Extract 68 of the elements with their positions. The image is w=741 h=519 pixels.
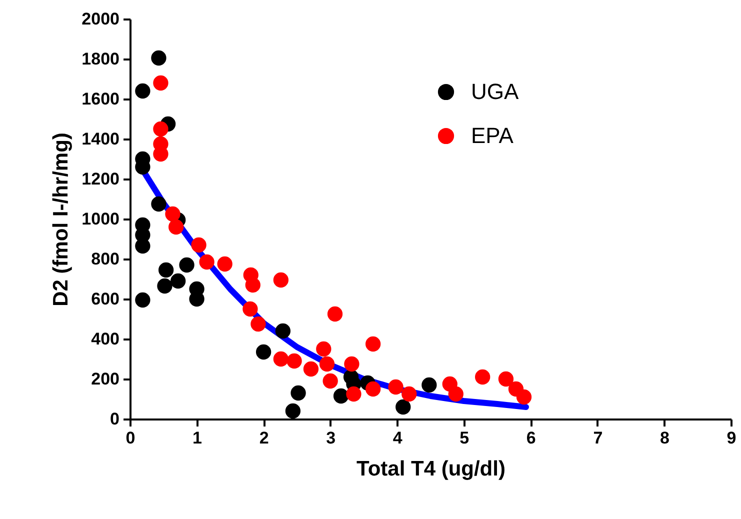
point [319, 356, 335, 372]
x-tick-label: 2 [259, 428, 269, 448]
y-tick-label: 1600 [82, 90, 120, 108]
point [165, 206, 180, 222]
point [250, 316, 266, 332]
point [275, 323, 291, 339]
point [153, 121, 168, 137]
y-tick-label: 0 [110, 410, 120, 428]
point [286, 353, 302, 369]
point [365, 381, 381, 397]
point [396, 399, 411, 415]
point [245, 277, 260, 293]
point [179, 257, 194, 273]
point [388, 379, 404, 395]
point [322, 373, 338, 389]
point [170, 273, 186, 289]
x-tick-label: 8 [660, 428, 670, 448]
y-tick-label: 400 [91, 330, 120, 348]
x-tick-label: 4 [392, 428, 403, 448]
y-tick-label: 200 [91, 370, 120, 388]
point [151, 50, 166, 66]
y-tick-label: 1000 [82, 210, 120, 228]
x-tick-label: 3 [326, 428, 336, 448]
y-tick-label: 800 [91, 250, 120, 268]
point [158, 262, 174, 278]
legend-label: EPA [471, 123, 514, 148]
point [303, 361, 319, 377]
point [217, 256, 232, 272]
point [422, 377, 437, 393]
point [135, 83, 150, 99]
y-tick-label: 2000 [82, 10, 120, 28]
y-tick-label: 1200 [82, 170, 120, 188]
point [168, 219, 184, 235]
point [191, 237, 206, 253]
y-axis-title: D2 (fmol I-/hr/mg) [50, 132, 73, 306]
point [346, 386, 362, 402]
x-tick-label: 6 [526, 428, 536, 448]
point [316, 341, 332, 357]
legend-label: UGA [471, 79, 519, 104]
point [290, 385, 306, 401]
point [327, 306, 343, 322]
point [516, 389, 532, 405]
y-tick-label: 1400 [82, 130, 120, 148]
x-tick-label: 5 [460, 428, 470, 448]
point [365, 336, 381, 352]
x-tick-label: 0 [126, 428, 136, 448]
point [256, 344, 272, 360]
point [157, 278, 172, 294]
point [344, 356, 360, 372]
point [285, 403, 301, 419]
point [151, 196, 166, 212]
point [475, 369, 490, 385]
point [153, 75, 168, 91]
point [242, 301, 258, 317]
y-tick-label: 1800 [82, 50, 120, 68]
x-tick-label: 1 [192, 428, 202, 448]
point [273, 351, 288, 367]
point [402, 386, 417, 402]
point [498, 371, 514, 387]
point [448, 386, 464, 402]
x-tick-label: 9 [726, 428, 736, 448]
point [273, 272, 288, 288]
point [333, 388, 349, 404]
point [135, 292, 150, 308]
point [199, 254, 214, 270]
x-tick-label: 7 [593, 428, 603, 448]
x-axis-title: Total T4 (ug/dl) [356, 458, 506, 480]
y-tick-label: 600 [91, 290, 120, 308]
